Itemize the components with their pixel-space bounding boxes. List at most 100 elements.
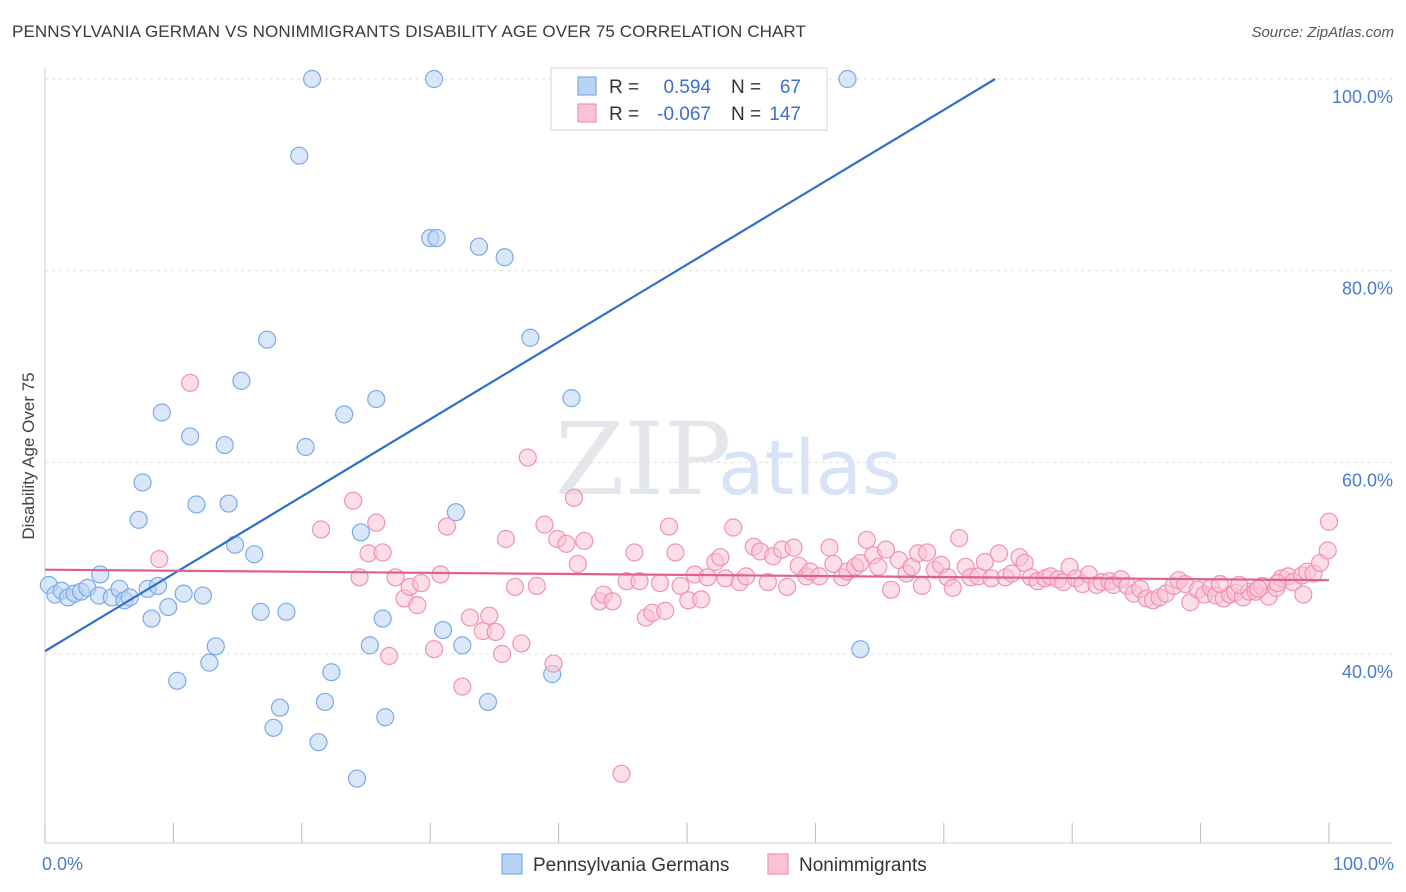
point-nonimmigrants-32	[564, 488, 584, 507]
point-nonimmigrants-27	[527, 576, 546, 596]
legend-n-value-2: 147	[769, 104, 801, 125]
point-nonimmigrants-79	[876, 540, 896, 559]
point-pennsylvania-germans-28	[219, 494, 238, 513]
point-nonimmigrants-2	[311, 520, 331, 539]
point-nonimmigrants-18	[460, 608, 480, 627]
watermark-atlas: atlas	[718, 423, 902, 512]
point-nonimmigrants-37	[603, 592, 622, 611]
series-legend-swatch-pink	[767, 853, 789, 875]
point-nonimmigrants-91	[950, 528, 969, 548]
point-nonimmigrants-152	[1249, 579, 1268, 598]
legend-r-label-2: R =	[609, 104, 639, 125]
y-tick-label-0: 100.0%	[1332, 87, 1393, 107]
point-nonimmigrants-16	[437, 517, 456, 536]
point-pennsylvania-germans-44	[347, 769, 367, 788]
point-nonimmigrants-76	[857, 530, 876, 550]
point-pennsylvania-germans-27	[215, 435, 234, 455]
point-nonimmigrants-85	[912, 576, 932, 596]
point-pennsylvania-germans-20	[168, 671, 187, 690]
point-nonimmigrants-52	[698, 568, 717, 587]
point-nonimmigrants-7	[373, 543, 392, 562]
point-nonimmigrants-70	[820, 538, 839, 557]
point-nonimmigrants-31	[557, 534, 576, 553]
y-tick-label-2: 60.0%	[1342, 470, 1393, 490]
point-nonimmigrants-80	[882, 580, 901, 599]
point-nonimmigrants-1	[180, 373, 200, 392]
correlation-legend: R = 0.594 N = 67 R = -0.067 N = 147	[550, 67, 828, 131]
point-nonimmigrants-12	[408, 596, 427, 615]
legend-n-value-1: 67	[780, 77, 801, 98]
point-nonimmigrants-22	[493, 644, 512, 664]
point-nonimmigrants-148	[1318, 541, 1337, 560]
point-pennsylvania-germans-32	[251, 602, 270, 621]
point-pennsylvania-germans-19	[159, 597, 178, 617]
point-pennsylvania-germans-41	[315, 692, 335, 712]
point-nonimmigrants-33	[568, 554, 587, 574]
point-pennsylvania-germans-65	[838, 69, 857, 89]
point-pennsylvania-germans-58	[495, 248, 514, 267]
point-pennsylvania-germans-46	[360, 636, 379, 655]
point-pennsylvania-germans-55	[453, 636, 472, 655]
point-pennsylvania-germans-25	[200, 653, 219, 672]
point-nonimmigrants-38	[612, 764, 631, 783]
point-nonimmigrants-24	[505, 577, 525, 597]
point-nonimmigrants-54	[711, 548, 730, 567]
point-nonimmigrants-40	[625, 543, 644, 562]
point-pennsylvania-germans-13	[129, 510, 148, 529]
trend-lines	[44, 78, 1330, 653]
legend-n-label-1: N =	[731, 77, 761, 98]
point-nonimmigrants-151	[1268, 573, 1287, 593]
point-pennsylvania-germans-31	[245, 545, 264, 564]
point-pennsylvania-germans-42	[322, 663, 341, 682]
point-pennsylvania-germans-54	[446, 503, 465, 522]
point-pennsylvania-germans-14	[133, 473, 152, 492]
legend-r-value-2: -0.067	[657, 104, 711, 125]
point-pennsylvania-germans-39	[302, 69, 322, 89]
trend-line-pennsylvania-germans	[44, 78, 996, 653]
point-pennsylvania-germans-36	[277, 602, 296, 621]
x-tick-labels: 0.0% 100.0%	[42, 854, 1394, 874]
legend-swatch-blue	[577, 76, 597, 96]
point-pennsylvania-germans-35	[270, 698, 290, 717]
point-nonimmigrants-71	[824, 554, 843, 574]
series-legend-swatch-blue	[501, 853, 523, 875]
y-tick-label-1: 80.0%	[1342, 279, 1393, 299]
chart-source: Source: ZipAtlas.com	[1251, 24, 1394, 41]
point-pennsylvania-germans-52	[424, 69, 444, 89]
y-tick-labels: 100.0% 80.0% 60.0% 40.0%	[1332, 87, 1393, 682]
point-pennsylvania-germans-21	[174, 584, 193, 603]
point-nonimmigrants-65	[784, 538, 803, 557]
point-pennsylvania-germans-45	[351, 523, 370, 542]
point-nonimmigrants-86	[918, 543, 937, 562]
point-nonimmigrants-64	[778, 577, 797, 597]
point-pennsylvania-germans-8	[91, 565, 110, 584]
point-pennsylvania-germans-59	[521, 328, 540, 347]
point-pennsylvania-germans-23	[187, 495, 206, 514]
point-pennsylvania-germans-56	[469, 237, 489, 256]
point-pennsylvania-germans-53	[433, 620, 453, 640]
legend-n-label-2: N =	[731, 104, 761, 125]
data-points	[39, 69, 1339, 788]
point-pennsylvania-germans-29	[225, 535, 245, 554]
x-tick-label-right: 100.0%	[1333, 854, 1394, 874]
point-nonimmigrants-90	[943, 578, 962, 597]
point-nonimmigrants-150	[1294, 585, 1313, 604]
y-tick-label-3: 40.0%	[1342, 662, 1393, 682]
point-nonimmigrants-17	[453, 677, 472, 696]
point-pennsylvania-germans-18	[152, 403, 171, 422]
y-axis-label: Disability Age Over 75	[19, 372, 38, 539]
point-pennsylvania-germans-43	[335, 405, 354, 424]
point-nonimmigrants-21	[486, 622, 505, 642]
point-nonimmigrants-154	[1210, 574, 1229, 594]
watermark: ZIP atlas	[555, 401, 902, 518]
point-nonimmigrants-20	[480, 606, 499, 625]
point-nonimmigrants-61	[758, 573, 777, 592]
point-pennsylvania-germans-26	[206, 637, 225, 656]
point-pennsylvania-germans-57	[478, 692, 498, 712]
point-nonimmigrants-78	[869, 557, 888, 576]
point-pennsylvania-germans-22	[180, 427, 200, 446]
series-legend-label-1: Pennsylvania Germans	[533, 855, 729, 876]
point-nonimmigrants-48	[671, 576, 690, 596]
point-nonimmigrants-51	[692, 590, 711, 609]
